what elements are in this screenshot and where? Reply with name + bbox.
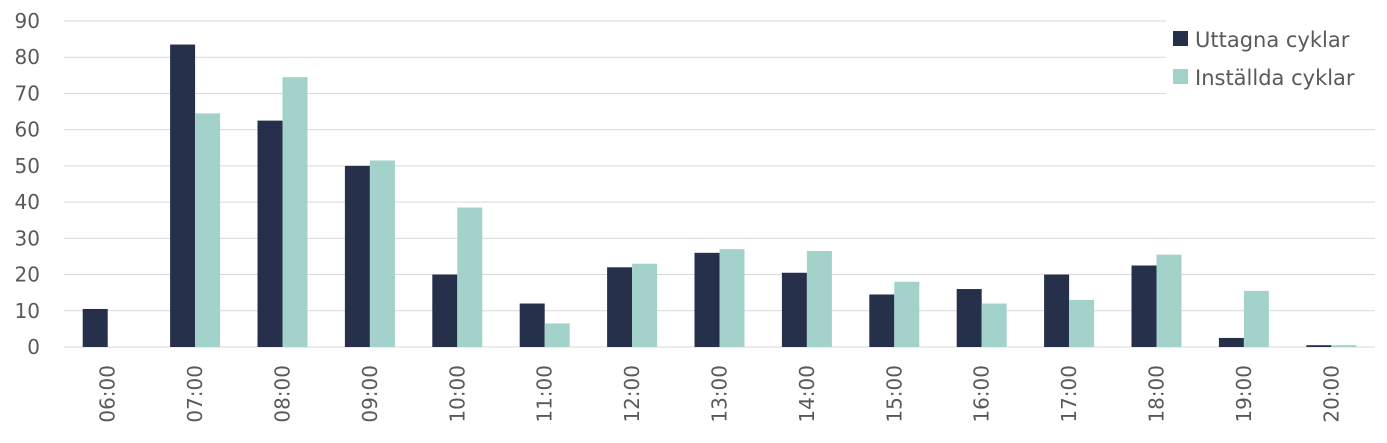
legend-swatch-installda (1173, 69, 1188, 84)
x-tick-label: 08:00 (271, 365, 295, 423)
y-tick-label: 30 (15, 226, 40, 250)
bar-uttagna-1900 (1218, 337, 1244, 347)
y-tick-label: 60 (15, 118, 40, 142)
bar-uttagna-1000 (432, 274, 458, 347)
x-tick-label: 20:00 (1319, 365, 1343, 423)
bar-uttagna-1200 (607, 267, 633, 347)
bar-uttagna-1400 (781, 272, 807, 347)
bar-uttagna-0600 (82, 308, 108, 347)
y-axis-ticks: 0 10 20 30 40 50 60 70 80 90 (15, 9, 40, 359)
x-tick-label: 17:00 (1057, 365, 1081, 423)
bar-uttagna-0900 (344, 165, 370, 347)
bar-uttagna-2000 (1306, 345, 1332, 347)
x-tick-label: 16:00 (970, 365, 994, 423)
bar-installda-0900 (369, 160, 395, 347)
bar-installda-1900 (1243, 290, 1269, 347)
bars (82, 44, 1357, 348)
bar-uttagna-1800 (1131, 265, 1157, 347)
bar-installda-1500 (894, 281, 920, 347)
bar-installda-1700 (1069, 299, 1095, 347)
bar-uttagna-0700 (170, 44, 196, 348)
bar-uttagna-1300 (694, 252, 720, 347)
bar-uttagna-1600 (956, 289, 982, 347)
legend: Uttagna cyklar Inställda cyklar (1166, 18, 1382, 94)
bar-installda-0800 (282, 77, 308, 348)
legend-label-installda: Inställda cyklar (1195, 66, 1355, 90)
bar-uttagna-1700 (1044, 274, 1070, 347)
x-tick-label: 10:00 (445, 365, 469, 423)
y-tick-label: 20 (15, 263, 40, 287)
x-tick-label: 18:00 (1145, 365, 1169, 423)
y-tick-label: 90 (15, 9, 40, 33)
x-tick-label: 15:00 (882, 365, 906, 423)
bar-uttagna-1500 (869, 294, 895, 347)
bar-uttagna-1100 (519, 303, 545, 347)
x-tick-label: 07:00 (183, 365, 207, 423)
x-tick-label: 11:00 (533, 365, 557, 423)
y-tick-label: 70 (15, 81, 40, 105)
legend-background (1166, 18, 1382, 94)
y-tick-label: 10 (15, 299, 40, 323)
bar-installda-1300 (719, 249, 745, 347)
bar-installda-1000 (457, 207, 483, 347)
bar-installda-2000 (1331, 345, 1357, 347)
y-tick-label: 40 (15, 190, 40, 214)
bar-installda-1100 (544, 323, 570, 347)
legend-label-uttagna: Uttagna cyklar (1195, 28, 1350, 52)
x-tick-label: 14:00 (795, 365, 819, 423)
y-tick-label: 80 (15, 45, 40, 69)
legend-swatch-uttagna (1173, 31, 1188, 46)
x-tick-label: 12:00 (620, 365, 644, 423)
x-axis-ticks: 06:00 07:00 08:00 09:00 10:00 11:00 12:00 13:00… (96, 365, 1344, 423)
y-tick-label: 0 (27, 335, 40, 359)
bar-installda-1800 (1156, 254, 1182, 347)
bar-installda-0700 (195, 113, 221, 347)
x-tick-label: 06:00 (96, 365, 120, 423)
x-tick-label: 19:00 (1232, 365, 1256, 423)
bar-installda-1600 (981, 303, 1007, 347)
y-tick-label: 50 (15, 154, 40, 178)
bar-installda-1400 (806, 251, 832, 347)
bar-uttagna-0800 (257, 120, 283, 347)
x-tick-label: 09:00 (358, 365, 382, 423)
x-tick-label: 13:00 (708, 365, 732, 423)
bar-installda-1200 (632, 263, 658, 347)
